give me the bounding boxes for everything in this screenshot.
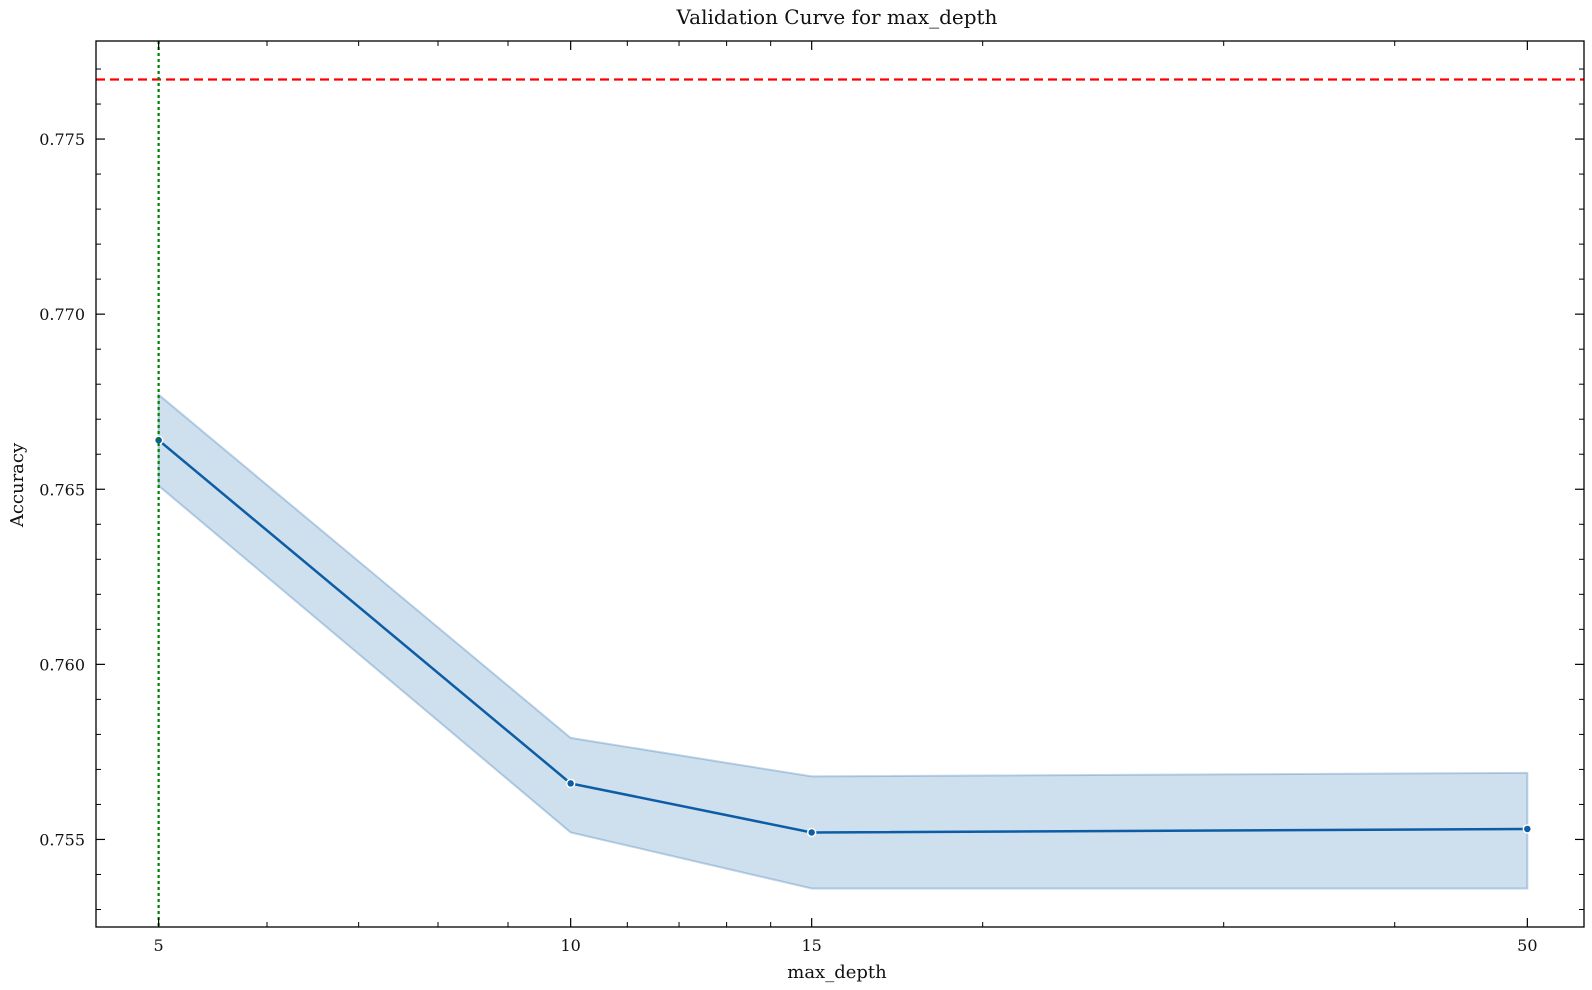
- x-tick-label: 15: [801, 936, 821, 955]
- axes-frame: [95, 40, 1585, 928]
- chart-title: Validation Curve for max_depth: [676, 5, 998, 29]
- data-point: [806, 827, 817, 838]
- series-line: [157, 439, 1528, 834]
- y-tick-label: 0.765: [39, 480, 85, 499]
- plot-content: [96, 41, 1584, 927]
- data-point: [1522, 824, 1533, 834]
- x-tick-label: 10: [560, 936, 580, 955]
- y-tick-label: 0.775: [39, 130, 85, 149]
- confidence-band: [157, 392, 1529, 890]
- x-tick-label: 50: [1517, 936, 1537, 955]
- y-axis-label: Accuracy: [7, 442, 28, 528]
- y-tick-label: 0.770: [39, 305, 85, 324]
- x-tick-label: 5: [154, 936, 164, 955]
- x-axis-label: max_depth: [787, 962, 887, 983]
- plot-area: 5 10 15 50 0.755 0.760 0.765 0.770 0.775: [39, 40, 1585, 955]
- y-tick-label: 0.755: [39, 830, 85, 849]
- data-point: [565, 778, 576, 789]
- y-tick-label: 0.760: [39, 655, 85, 674]
